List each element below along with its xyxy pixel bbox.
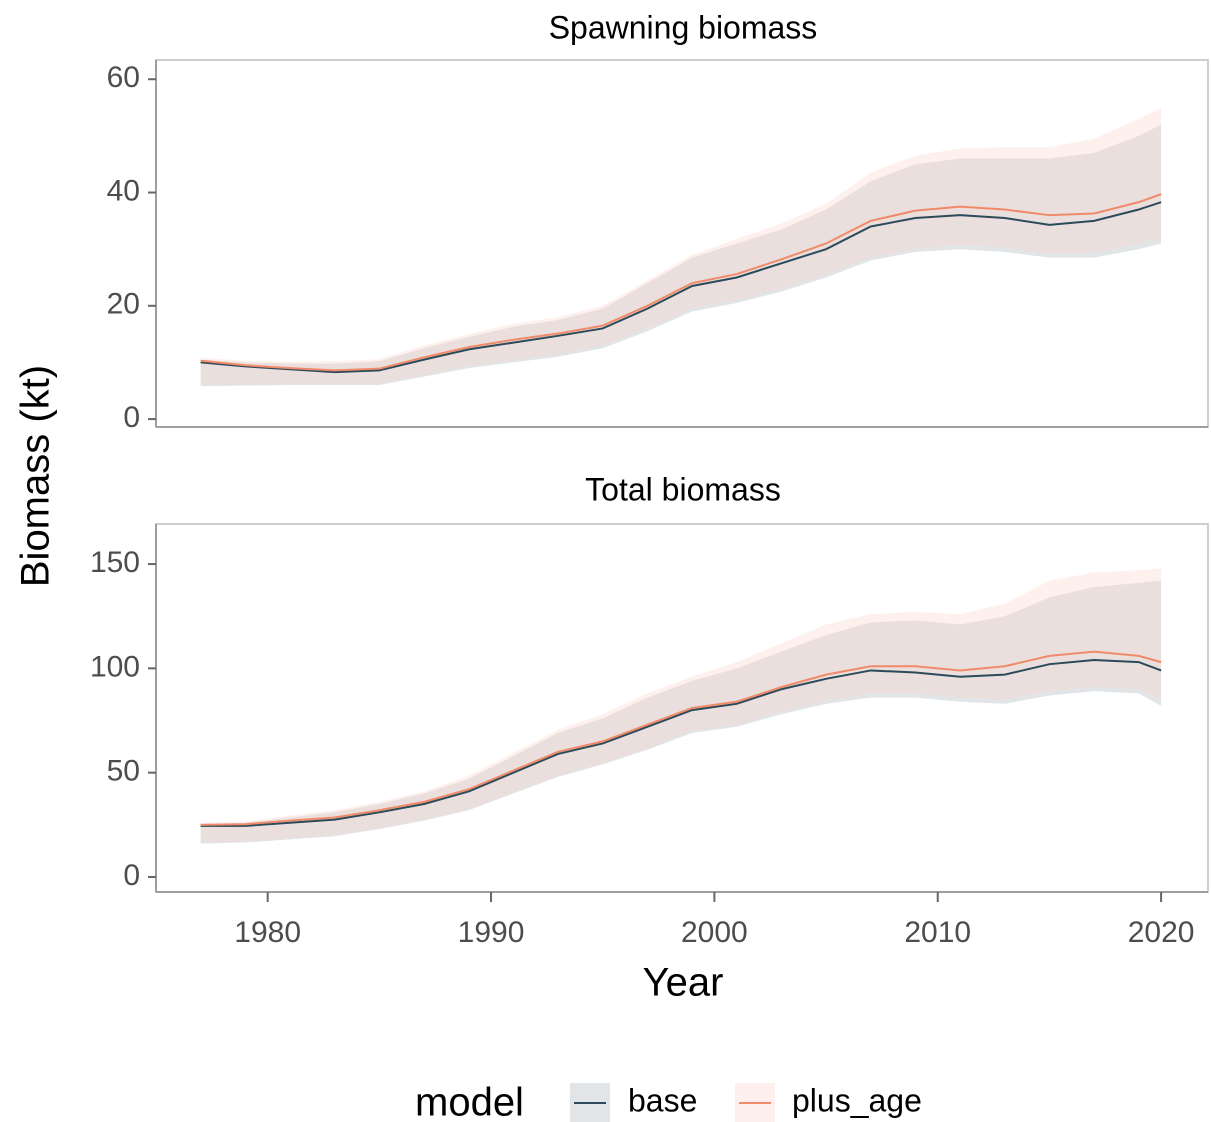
ribbon: [200, 107, 1162, 386]
y-tick-label: 150: [90, 546, 140, 579]
series-line: [200, 659, 1162, 827]
y-tick-label: 0: [123, 859, 140, 892]
legend-label: plus_age: [792, 1082, 922, 1118]
y-tick-label: 50: [107, 755, 140, 788]
legend-title: model: [415, 1081, 524, 1122]
y-axis-title: Biomass (kt): [14, 365, 58, 587]
x-tick-label: 2010: [904, 916, 971, 949]
y-tick-label: 20: [107, 288, 140, 321]
x-axis-title: Year: [643, 961, 724, 1005]
x-tick-label: 1990: [458, 916, 525, 949]
x-tick-label: 2020: [1128, 916, 1195, 949]
y-tick-label: 100: [90, 650, 140, 683]
y-tick-label: 40: [107, 174, 140, 207]
legend-label: base: [628, 1082, 697, 1118]
y-tick-label: 60: [107, 61, 140, 94]
y-tick-label: 0: [123, 401, 140, 434]
series-line: [200, 650, 1162, 826]
x-tick-label: 2000: [681, 916, 748, 949]
series-line: [200, 193, 1162, 372]
panel-title: Total biomass: [585, 471, 781, 507]
series-line: [200, 201, 1162, 374]
ribbon: [200, 568, 1162, 843]
ribbon: [200, 124, 1162, 387]
panel-title: Spawning biomass: [549, 9, 818, 45]
x-tick-label: 1980: [234, 916, 301, 949]
